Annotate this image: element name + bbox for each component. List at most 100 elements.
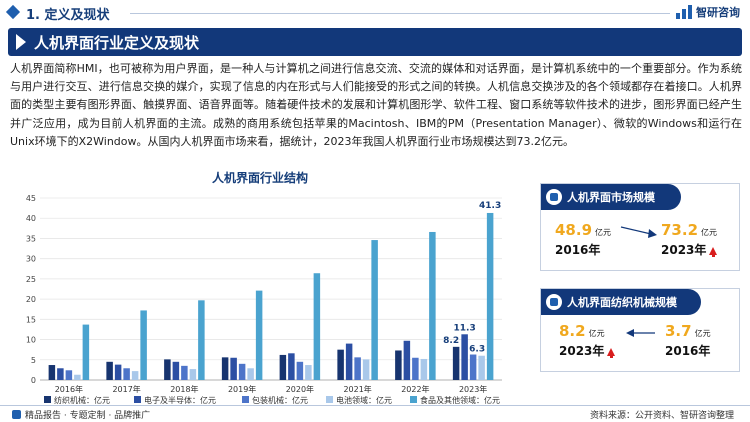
bar	[305, 365, 312, 380]
legend-swatch	[44, 396, 51, 403]
section-title: 1. 定义及现状	[26, 8, 110, 23]
y-tick-label: 40	[26, 214, 36, 223]
legend-swatch	[242, 396, 249, 403]
bar	[362, 359, 370, 380]
textile-2023-value: 8.2	[559, 322, 586, 340]
bar	[412, 357, 419, 380]
y-tick-label: 35	[26, 234, 36, 243]
textile-2023-year: 2023年	[559, 342, 616, 359]
x-tick-label: 2020年	[286, 384, 314, 394]
textile-2023-metric: 8.2 亿元 2023年	[559, 321, 616, 359]
textile-2016-metric: 3.7 亿元 2016年	[665, 321, 711, 359]
bar	[172, 361, 180, 380]
textile-card-title: 人机界面纺织机械规模	[567, 296, 677, 309]
x-tick-label: 2017年	[112, 384, 140, 394]
section-marker-icon	[5, 4, 21, 20]
y-tick-label: 25	[26, 275, 36, 284]
textile-2016-value: 3.7	[665, 322, 692, 340]
bar	[429, 231, 436, 380]
bar	[65, 370, 73, 380]
data-label: 41.3	[479, 201, 501, 211]
header-divider	[130, 13, 670, 14]
legend-swatch	[134, 396, 141, 403]
bar	[371, 240, 378, 380]
y-tick-label: 20	[26, 295, 36, 304]
y-tick-label: 45	[26, 194, 36, 203]
y-axis-ticks: 0 5 10 15 20 25 30 35 40 45	[26, 194, 36, 385]
bar	[164, 359, 171, 380]
x-tick-label: 2019年	[228, 384, 256, 394]
market-size-card-title: 人机界面市场规模	[567, 191, 655, 204]
x-tick-label: 2023年	[459, 384, 487, 394]
chart-title: 人机界面行业结构	[212, 170, 308, 185]
chart-icon	[546, 294, 562, 310]
market-2023-year: 2023年	[661, 241, 718, 258]
up-arrow-icon	[709, 246, 718, 257]
top-header: 1. 定义及现状 智研咨询	[0, 0, 750, 26]
bar	[461, 334, 468, 380]
bar	[395, 350, 402, 380]
brand-name: 智研咨询	[696, 6, 740, 19]
bar	[74, 374, 81, 380]
brand-square-icon	[12, 410, 21, 419]
y-tick-label: 15	[26, 315, 36, 324]
bar	[345, 343, 353, 380]
bar	[140, 310, 147, 380]
bar	[181, 365, 188, 380]
legend-swatch	[326, 396, 333, 403]
market-2023-metric: 73.2 亿元 2023年	[661, 220, 718, 258]
textile-2023-unit: 亿元	[588, 329, 605, 338]
x-axis-ticks: 2016年 2017年 2018年 2019年 2020年 2021年 2022年 2023年	[55, 384, 488, 394]
legend-label: 纺织机械：亿元	[54, 395, 110, 405]
y-tick-label: 30	[26, 255, 36, 264]
chart-icon	[546, 189, 562, 205]
bar	[189, 369, 197, 380]
chart-container: 人机界面行业结构 0 5 10 15 20 25 30 35 40 45 2016年 2017年 20…	[10, 168, 510, 408]
bar	[337, 349, 344, 380]
bar	[313, 273, 321, 380]
gridlines	[40, 197, 502, 381]
market-2023-year-label: 2023年	[661, 243, 707, 257]
bar	[131, 371, 139, 380]
bar	[288, 353, 295, 380]
footer-tagline-text: 精品报告 · 专题定制 · 品牌推广	[25, 411, 151, 421]
bar	[279, 354, 287, 380]
x-tick-label: 2021年	[343, 384, 371, 394]
textile-2016-unit: 亿元	[694, 329, 711, 338]
bar	[238, 363, 246, 380]
bar	[420, 358, 428, 380]
market-2016-year: 2016年	[555, 243, 601, 257]
bar	[486, 212, 494, 380]
market-2016-metric: 48.9 亿元 2016年	[555, 220, 611, 258]
data-label: 8.2	[443, 336, 459, 346]
market-2023-value: 73.2	[661, 221, 699, 239]
data-label: 6.3	[469, 345, 485, 355]
bar	[82, 324, 90, 380]
data-label: 11.3	[454, 323, 476, 333]
legend-label: 食品及其他领域：亿元	[420, 395, 500, 405]
title-bar: 人机界面行业定义及现状	[8, 28, 742, 56]
y-tick-label: 10	[26, 336, 36, 345]
textile-card-header: 人机界面纺织机械规模	[541, 289, 701, 315]
bar	[221, 357, 229, 380]
market-2023-unit: 亿元	[701, 228, 718, 237]
up-arrow-icon	[607, 347, 616, 358]
bar	[198, 300, 205, 380]
market-2016-value: 48.9	[555, 221, 593, 239]
bar	[57, 368, 64, 380]
right-down-arrow-icon	[620, 226, 657, 238]
bar	[48, 365, 56, 380]
bar	[255, 290, 263, 380]
footer-tagline: 精品报告 · 专题定制 · 品牌推广	[12, 408, 150, 421]
x-tick-label: 2016年	[55, 384, 83, 394]
market-size-card-header: 人机界面市场规模	[541, 184, 681, 210]
legend: 纺织机械：亿元 电子及半导体：亿元 包装机械：亿元 电池领域：亿元 食品及其他领域：亿元	[44, 395, 500, 405]
bar	[403, 340, 411, 380]
legend-label: 包装机械：亿元	[252, 395, 308, 405]
intro-paragraph: 人机界面简称HMI，也可被称为用户界面，是一种人与计算机之间进行信息交流、交流的…	[10, 62, 742, 148]
brand-logo: 智研咨询	[676, 4, 740, 20]
left-arrow-icon	[626, 329, 655, 337]
bar	[114, 364, 122, 380]
bars	[48, 212, 494, 380]
